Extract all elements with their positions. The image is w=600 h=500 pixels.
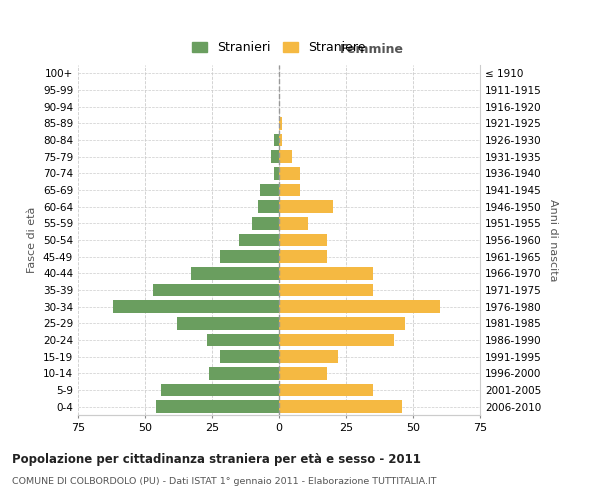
Bar — [239, 234, 279, 246]
Bar — [279, 384, 373, 396]
Bar — [279, 184, 301, 196]
Bar — [161, 384, 279, 396]
Bar — [220, 350, 279, 363]
Y-axis label: Fasce di età: Fasce di età — [28, 207, 37, 273]
Bar — [274, 167, 279, 179]
Bar — [279, 250, 327, 263]
Bar — [279, 367, 327, 380]
Bar — [279, 167, 301, 179]
Bar — [257, 200, 279, 213]
Text: COMUNE DI COLBORDOLO (PU) - Dati ISTAT 1° gennaio 2011 - Elaborazione TUTTITALIA: COMUNE DI COLBORDOLO (PU) - Dati ISTAT 1… — [12, 478, 437, 486]
Bar — [252, 217, 279, 230]
Bar — [153, 284, 279, 296]
Bar — [279, 134, 281, 146]
Text: Femmine: Femmine — [340, 44, 403, 57]
Bar — [113, 300, 279, 313]
Bar — [279, 284, 373, 296]
Bar — [279, 350, 338, 363]
Bar — [271, 150, 279, 163]
Bar — [274, 134, 279, 146]
Bar — [177, 317, 279, 330]
Legend: Stranieri, Straniere: Stranieri, Straniere — [187, 36, 371, 59]
Bar — [279, 234, 327, 246]
Bar — [279, 317, 405, 330]
Bar — [156, 400, 279, 413]
Bar — [279, 200, 332, 213]
Bar — [279, 334, 394, 346]
Bar — [279, 117, 281, 130]
Bar — [279, 300, 440, 313]
Bar — [220, 250, 279, 263]
Bar — [206, 334, 279, 346]
Bar — [191, 267, 279, 280]
Bar — [279, 150, 292, 163]
Bar — [279, 400, 402, 413]
Y-axis label: Anni di nascita: Anni di nascita — [548, 198, 558, 281]
Bar — [279, 217, 308, 230]
Bar — [209, 367, 279, 380]
Bar — [279, 267, 373, 280]
Bar — [260, 184, 279, 196]
Text: Popolazione per cittadinanza straniera per età e sesso - 2011: Popolazione per cittadinanza straniera p… — [12, 452, 421, 466]
